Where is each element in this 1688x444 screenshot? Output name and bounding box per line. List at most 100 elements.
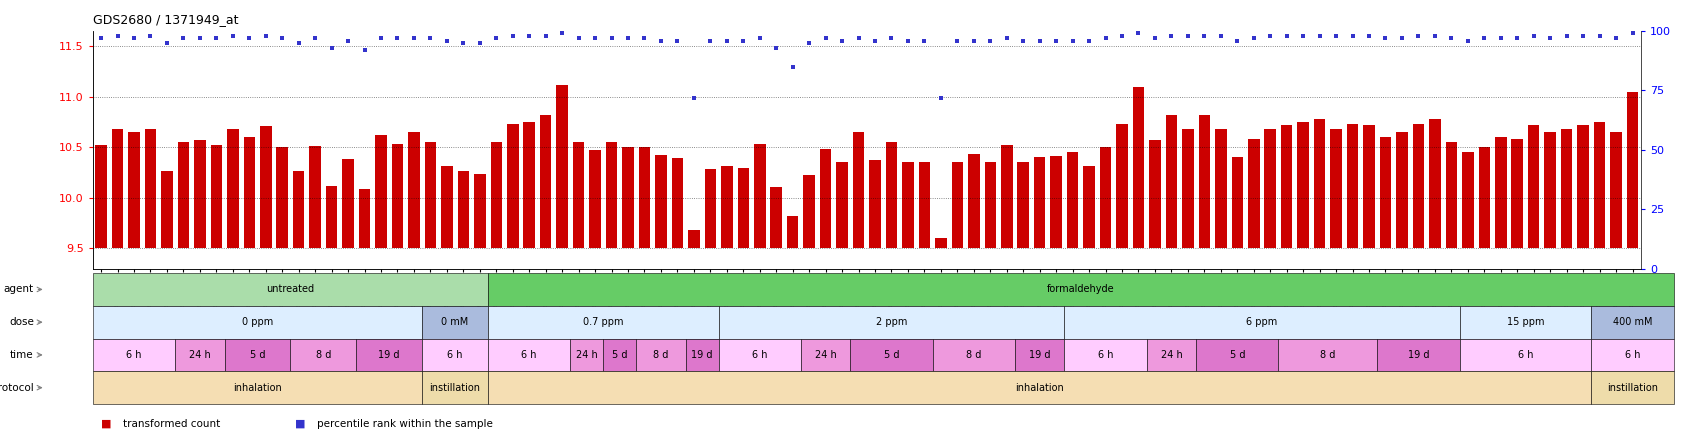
Point (829, 37, 856, 44)
Bar (425, 142, 436, 248)
Text: 8 d: 8 d (653, 350, 668, 360)
Point (1258, 32, 1285, 40)
Point (1619, 30, 1646, 37)
Text: 19 d: 19 d (1408, 350, 1430, 360)
Bar (491, 142, 501, 248)
Text: 5 d: 5 d (885, 350, 900, 360)
Bar (1561, 129, 1573, 248)
Bar (1511, 139, 1523, 248)
Text: 24 h: 24 h (1161, 350, 1182, 360)
Bar (228, 129, 238, 248)
Bar (540, 115, 552, 248)
Point (812, 35, 839, 42)
Bar (770, 187, 782, 248)
Text: 6 h: 6 h (522, 350, 537, 360)
Point (434, 37, 461, 44)
Bar (689, 230, 699, 248)
Text: 6 h: 6 h (1097, 350, 1114, 360)
Bar (441, 166, 452, 248)
Point (317, 44, 344, 51)
Bar (1479, 147, 1491, 248)
Bar (721, 166, 733, 248)
Point (1058, 37, 1085, 44)
Point (1404, 32, 1431, 40)
Point (598, 35, 625, 42)
Text: 6 h: 6 h (1518, 350, 1533, 360)
Point (729, 37, 756, 44)
Point (1290, 32, 1317, 40)
Bar (589, 151, 601, 248)
Bar (1018, 163, 1030, 248)
Bar (1116, 124, 1128, 248)
Text: 6 h: 6 h (751, 350, 768, 360)
Bar (738, 167, 749, 248)
Bar (1545, 132, 1556, 248)
Text: inhalation: inhalation (233, 383, 282, 392)
Point (927, 94, 954, 101)
Bar (901, 163, 913, 248)
Bar (95, 145, 106, 248)
Point (846, 35, 873, 42)
Bar (1528, 125, 1539, 248)
Bar (1281, 125, 1293, 248)
Bar (309, 147, 321, 248)
Point (1521, 32, 1548, 40)
Bar (128, 132, 140, 248)
Point (88, 35, 115, 42)
Bar (1166, 115, 1177, 248)
Point (1190, 32, 1217, 40)
Point (417, 35, 444, 42)
Text: agent: agent (3, 285, 34, 294)
Bar (836, 163, 847, 248)
Point (1141, 35, 1168, 42)
Bar (1627, 92, 1639, 248)
Point (1553, 32, 1580, 40)
Point (780, 63, 807, 70)
Point (1026, 37, 1053, 44)
Text: 19 d: 19 d (378, 350, 400, 360)
Point (368, 35, 395, 42)
Bar (967, 155, 979, 248)
Bar (111, 129, 123, 248)
Point (1487, 35, 1514, 42)
Text: 8 d: 8 d (316, 350, 331, 360)
Bar (803, 174, 815, 248)
Point (236, 35, 263, 42)
Text: 19 d: 19 d (692, 350, 712, 360)
Bar (1035, 158, 1045, 248)
Text: untreated: untreated (267, 285, 314, 294)
Point (1307, 32, 1334, 40)
Point (1175, 32, 1202, 40)
Point (1570, 32, 1597, 40)
Point (663, 37, 690, 44)
Point (105, 32, 132, 40)
Bar (1313, 119, 1325, 248)
Text: 6 h: 6 h (127, 350, 142, 360)
Point (532, 32, 559, 40)
Bar (243, 137, 255, 248)
Point (268, 35, 295, 42)
Bar (952, 163, 964, 248)
Text: 8 d: 8 d (966, 350, 981, 360)
Bar (655, 155, 667, 248)
Bar (1330, 129, 1342, 248)
Point (1224, 37, 1251, 44)
Bar (408, 132, 420, 248)
Bar (1298, 122, 1308, 248)
Point (878, 35, 905, 42)
Point (500, 32, 527, 40)
Point (252, 32, 279, 40)
Bar (277, 147, 289, 248)
Bar (1577, 125, 1588, 248)
Point (944, 37, 971, 44)
Bar (1232, 158, 1242, 248)
Bar (1379, 137, 1391, 248)
Point (1421, 32, 1448, 40)
Bar (755, 144, 766, 248)
Point (483, 35, 510, 42)
Point (977, 37, 1004, 44)
Bar (360, 189, 370, 248)
Point (517, 32, 544, 40)
Text: protocol: protocol (0, 383, 34, 392)
Point (1389, 35, 1416, 42)
